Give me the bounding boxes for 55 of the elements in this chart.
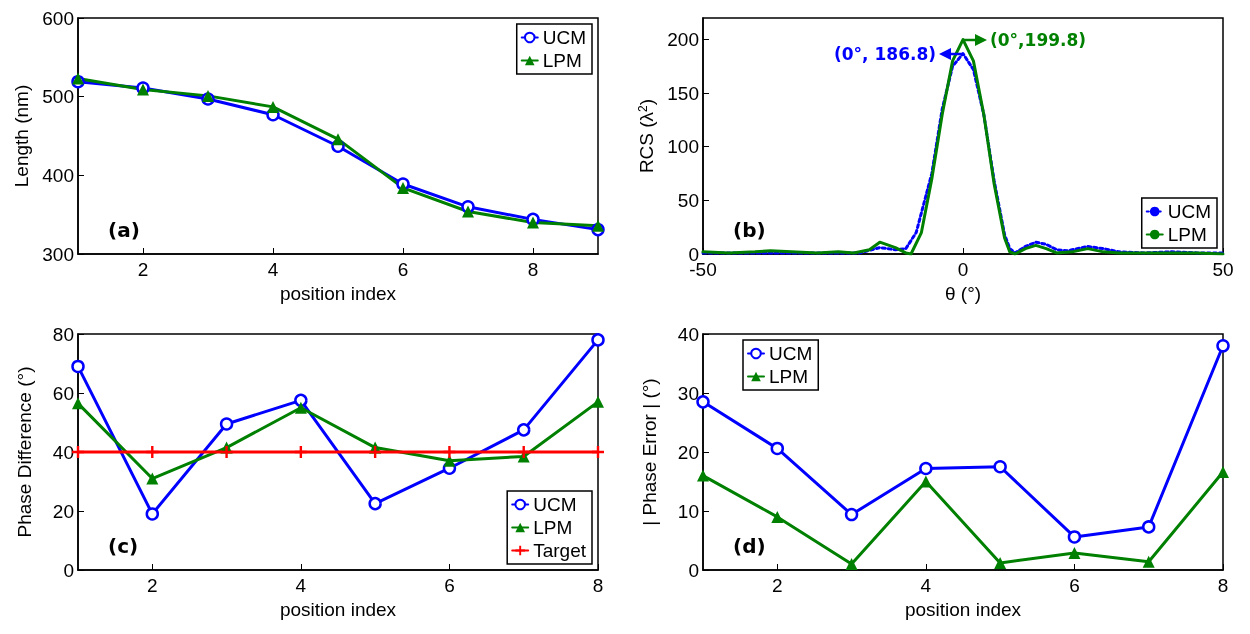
legend-label: UCM — [1167, 201, 1212, 222]
y-tick-label: 200 — [667, 28, 699, 50]
x-tick-label: 6 — [397, 259, 409, 280]
y-tick-label: 60 — [52, 382, 74, 404]
annotation: (d) — [733, 534, 766, 558]
y-tick-label: 20 — [677, 441, 699, 463]
annotation: (0°, 186.8) — [834, 43, 937, 64]
x-tick-label: 6 — [1069, 575, 1080, 596]
y-tick-label: 150 — [667, 82, 699, 104]
y-tick-label: 30 — [677, 382, 699, 404]
legend-label: LPM — [1167, 224, 1207, 245]
y-tick-label: 0 — [688, 559, 699, 581]
y-tick-label: 500 — [42, 86, 74, 108]
annotation: (a) — [108, 218, 140, 242]
y-axis-title: Length (nm) — [11, 84, 33, 188]
y-axis-title: | Phase Error | (°) — [639, 378, 660, 526]
x-axis-title: position index — [904, 598, 1022, 620]
x-tick-label: 2 — [137, 259, 149, 280]
legend-label: UCM — [542, 27, 587, 48]
x-tick-label: 0 — [957, 259, 969, 280]
x-tick-label: 6 — [444, 575, 455, 596]
legend-label: UCM — [533, 494, 577, 515]
y-axis-title: Phase Difference (°) — [14, 366, 35, 538]
x-tick-label: 8 — [1217, 575, 1229, 596]
y-tick-label: 10 — [677, 500, 699, 522]
annotation: (0°,199.8) — [990, 29, 1087, 50]
x-tick-label: 4 — [920, 575, 932, 596]
x-tick-label: 4 — [295, 575, 307, 596]
y-tick-label: 300 — [42, 243, 74, 265]
y-tick-label: 40 — [52, 441, 74, 463]
legend-label: UCM — [769, 343, 813, 364]
x-tick-label: 50 — [1212, 259, 1234, 280]
x-tick-label: 8 — [592, 575, 604, 596]
y-tick-label: 100 — [667, 136, 699, 158]
y-tick-label: 80 — [52, 323, 74, 345]
y-tick-label: 20 — [52, 500, 74, 522]
x-tick-label: 8 — [527, 259, 539, 280]
y-tick-label: 0 — [63, 559, 74, 581]
x-axis-title: position index — [279, 282, 397, 304]
y-tick-label: 400 — [42, 164, 74, 186]
y-axis-title: RCS (λ2) — [635, 98, 658, 174]
x-tick-label: 2 — [147, 575, 158, 596]
legend-label: Target — [533, 540, 587, 561]
x-axis-title: θ (°) — [944, 282, 982, 304]
annotation: (b) — [733, 218, 766, 242]
legend-label: LPM — [769, 366, 809, 387]
legend-label: LPM — [533, 517, 573, 538]
annotation: (c) — [108, 534, 139, 558]
y-tick-label: 40 — [677, 323, 699, 345]
legend-label: LPM — [542, 50, 582, 71]
y-tick-label: 50 — [677, 189, 699, 211]
y-tick-label: 600 — [42, 7, 74, 29]
x-tick-label: 4 — [267, 259, 279, 280]
x-axis-title: position index — [279, 598, 397, 620]
x-tick-label: 2 — [772, 575, 783, 596]
